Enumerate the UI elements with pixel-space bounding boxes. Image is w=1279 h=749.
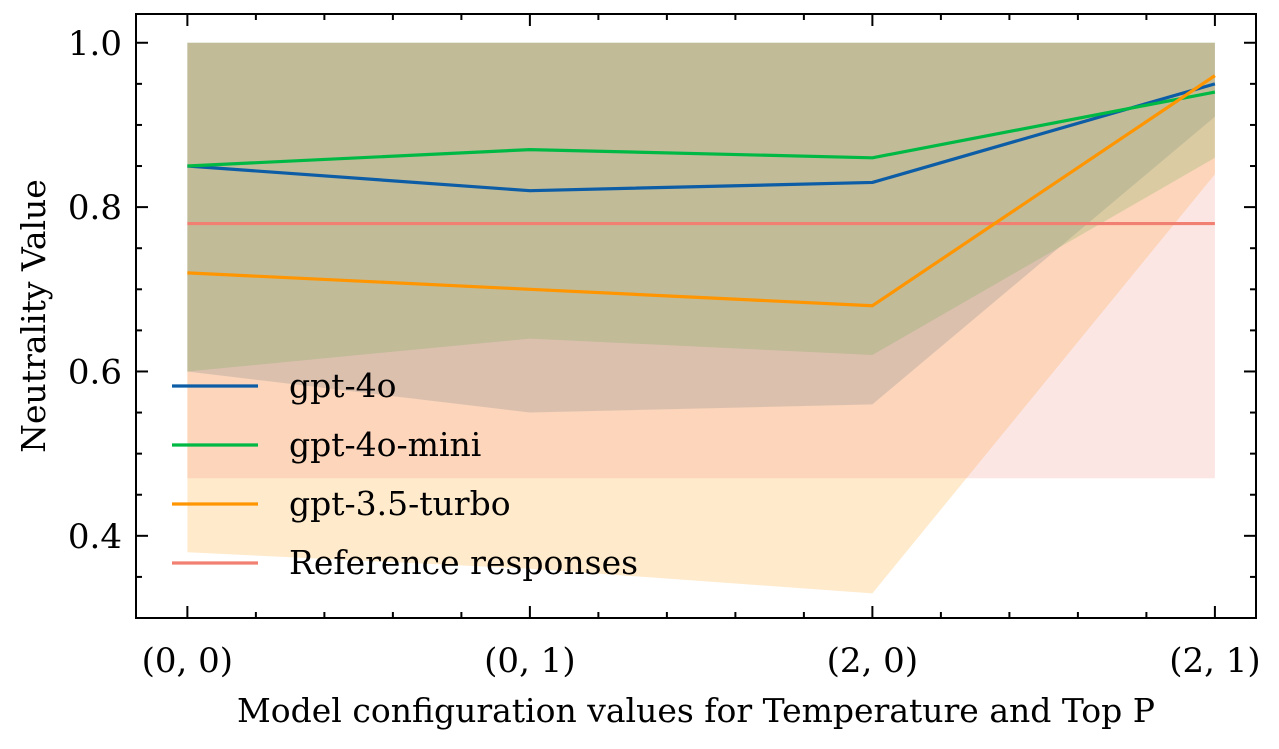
legend-label: gpt-4o [289, 366, 397, 405]
y-axis-title: Neutrality Value [14, 179, 53, 453]
band-1 [187, 42, 1215, 372]
legend-label: gpt-3.5-turbo [289, 484, 511, 523]
series-line-0 [187, 82, 1216, 193]
x-tick-label: (0, 0) [142, 641, 233, 681]
x-tick-label: (2, 1) [1169, 641, 1260, 681]
y-tick-label: 1.0 [68, 24, 122, 64]
x-tick-label: (0, 1) [484, 641, 575, 681]
series-lines [187, 74, 1216, 308]
band-0 [187, 42, 1215, 413]
confidence-bands [187, 42, 1215, 594]
band-3 [187, 42, 1215, 479]
y-tick-label: 0.4 [68, 517, 122, 557]
y-tick-label: 0.8 [68, 188, 122, 228]
axis-ticks [136, 14, 1256, 619]
tick-labels: (0, 0) (0, 1) (2, 0) (2, 1) 0.4 0.6 0.8 1.0 [68, 24, 1261, 681]
legend: gpt-4o gpt-4o-mini gpt-3.5-turbo Reference … [172, 366, 638, 582]
legend-label: gpt-4o-mini [289, 425, 481, 464]
series-line-1 [187, 90, 1216, 168]
x-axis-title: Model configuration values for Temperatu… [237, 691, 1155, 730]
plot-frame [135, 13, 1257, 619]
legend-label: Reference responses [289, 543, 638, 582]
band-2 [187, 42, 1215, 594]
series-line-2 [187, 74, 1216, 308]
y-tick-label: 0.6 [68, 352, 122, 392]
x-tick-label: (2, 0) [827, 641, 918, 681]
